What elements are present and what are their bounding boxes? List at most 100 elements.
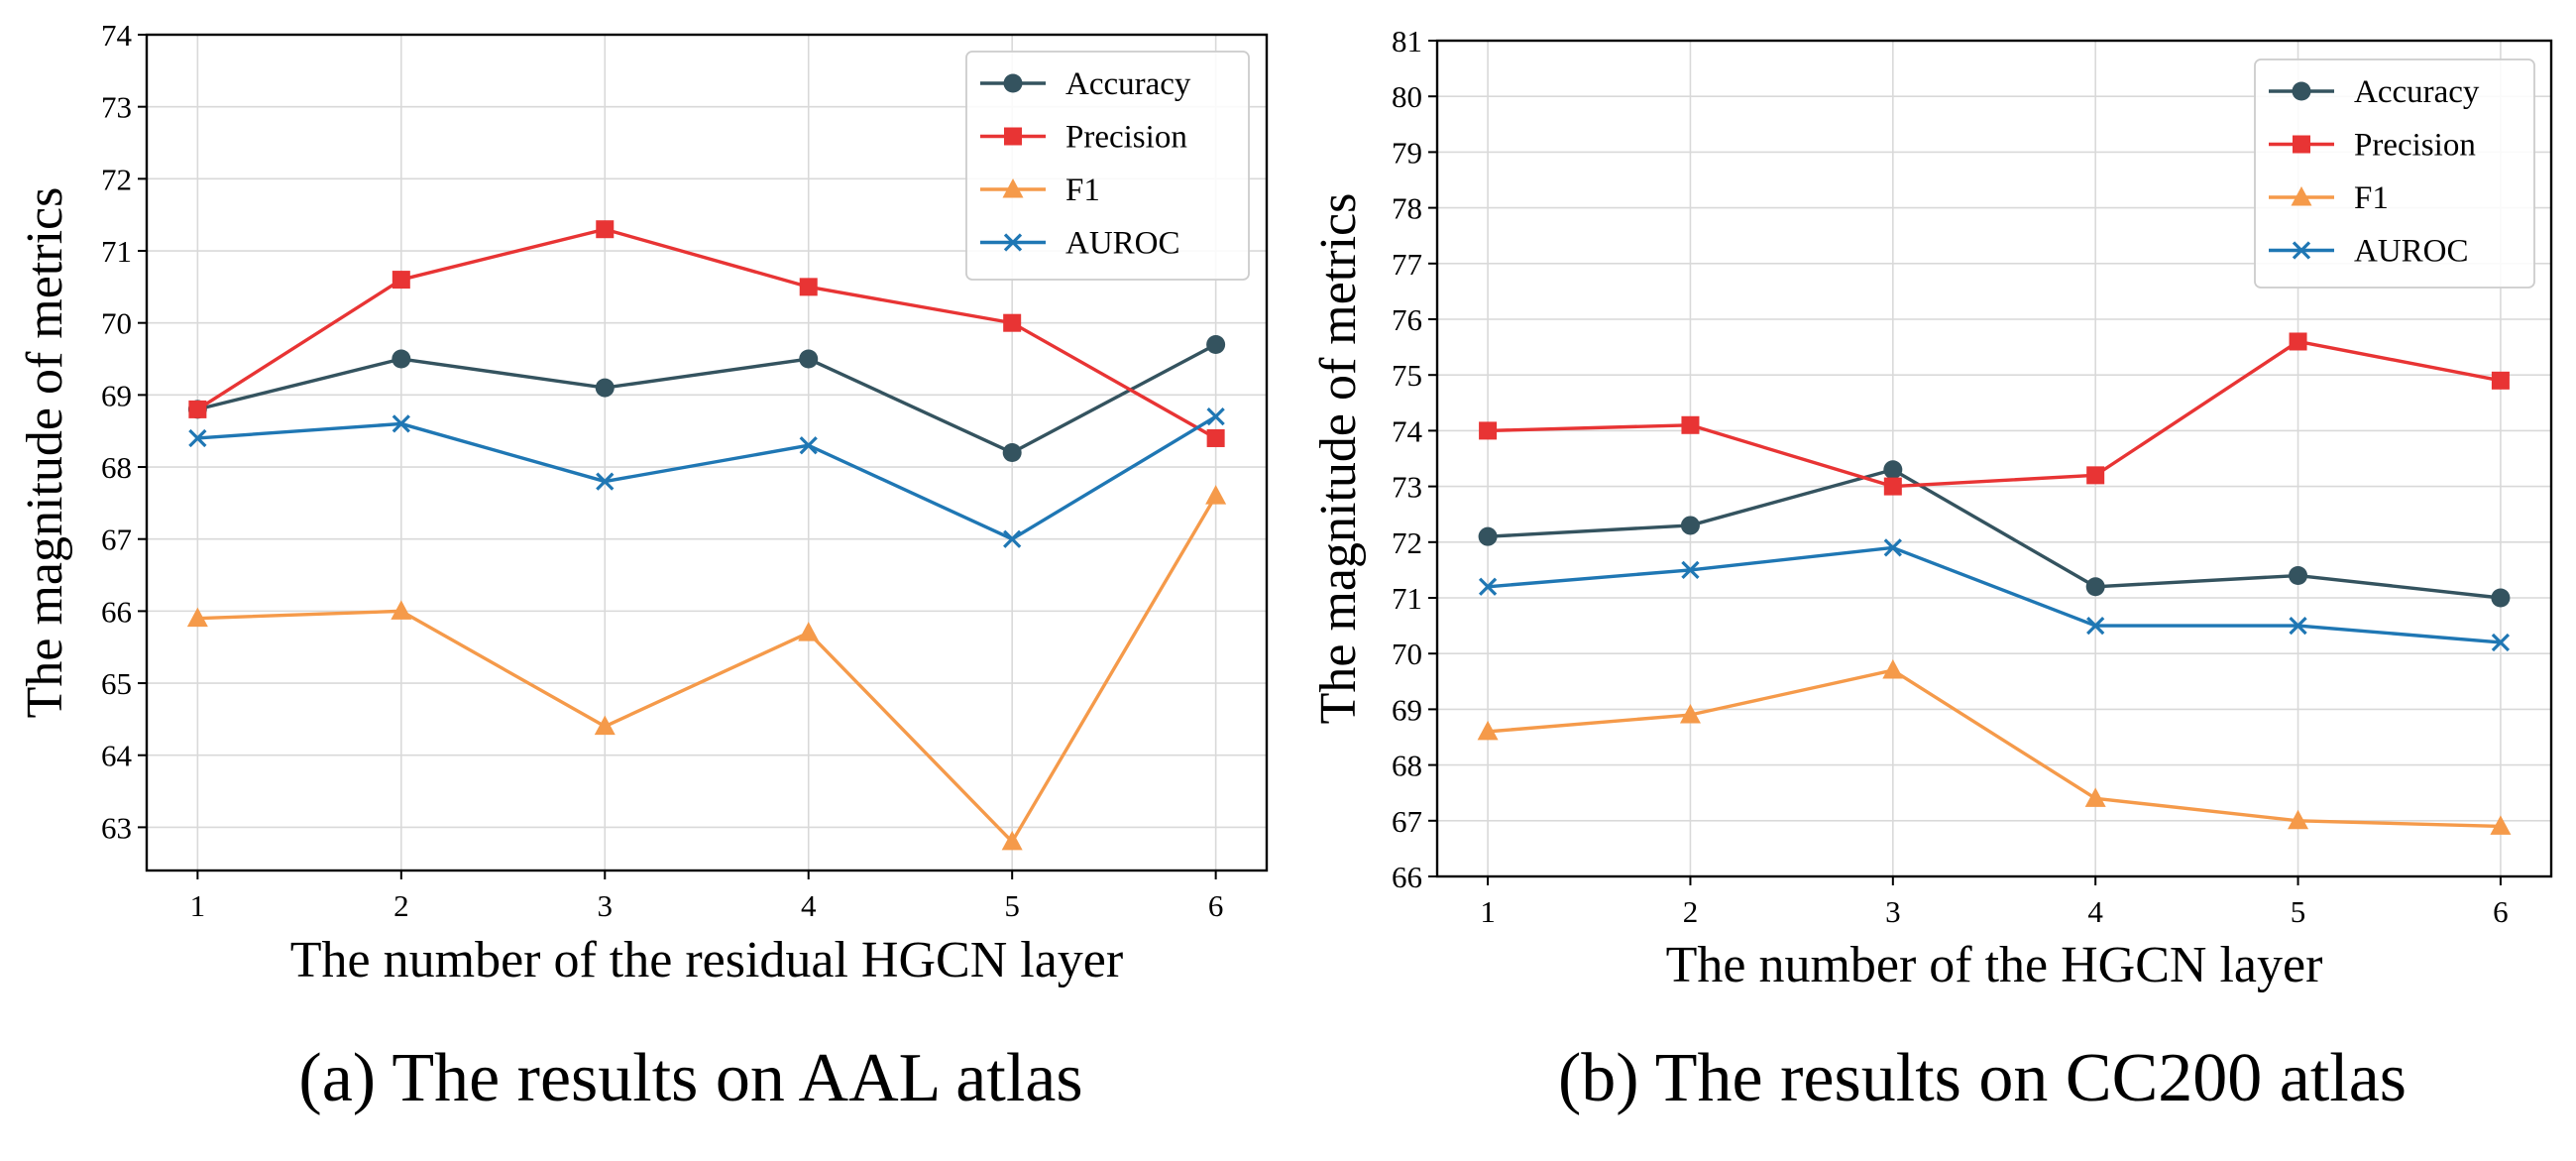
legend: Accuracy Precision F1 AUROC	[965, 51, 1250, 281]
y-tick-label: 64	[101, 739, 133, 773]
y-tick-label: 72	[101, 162, 132, 196]
x-tick-label: 4	[2087, 894, 2103, 929]
plot-frame	[145, 33, 1269, 872]
y-axis-label: The magnitude of metrics	[1310, 193, 1367, 725]
x-tick-label: 5	[2291, 894, 2306, 929]
legend-accuracy-marker	[2292, 81, 2311, 101]
auroc-point	[392, 414, 410, 433]
x-tick-label: 1	[190, 888, 206, 923]
accuracy-point	[2085, 577, 2105, 597]
accuracy-point	[595, 378, 615, 398]
f1-point	[798, 622, 820, 641]
y-tick-label: 70	[101, 306, 132, 341]
f1-point	[186, 607, 208, 628]
accuracy-point	[1206, 334, 1226, 354]
plot-frame	[1435, 39, 2553, 878]
legend-f1-label: F1	[1065, 173, 1100, 208]
accuracy-line	[196, 342, 1217, 455]
auroc-point	[596, 472, 615, 491]
y-tick-label: 71	[101, 234, 132, 269]
legend-box	[2254, 58, 2535, 289]
chart-cc200-atlas: 66 67 68 69 70 71 72 73 74 75 76 77 78 79 80 81 1 2 3 4 5 6 Th…	[1310, 24, 2553, 1116]
auroc-point	[1478, 577, 1498, 596]
auroc-point	[1681, 560, 1700, 580]
f1-point	[2288, 809, 2309, 830]
precision-point	[1883, 477, 1902, 496]
accuracy-point	[1478, 526, 1498, 546]
y-tick-label: 74	[1392, 413, 1423, 448]
legend-accuracy-marker	[1003, 73, 1023, 93]
y-tick-label: 69	[101, 378, 132, 412]
auroc-point	[188, 428, 207, 448]
y-tick-label: 63	[101, 810, 132, 845]
legend-auroc-marker	[2292, 241, 2311, 260]
y-tick-label: 73	[1392, 470, 1422, 505]
legend-f1-marker	[1002, 178, 1024, 198]
precision-point	[1003, 313, 1022, 332]
f1-point	[391, 600, 412, 620]
auroc-line	[1487, 545, 2502, 644]
auroc-point	[2086, 616, 2105, 636]
x-tick-label: 3	[598, 888, 614, 923]
precision-point	[1681, 415, 1700, 434]
auroc-point	[799, 436, 818, 455]
y-tick-label: 73	[101, 90, 132, 125]
y-tick-label: 68	[1392, 749, 1422, 783]
series-auroc	[1478, 538, 2511, 652]
precision-point	[392, 271, 410, 290]
series-f1	[1477, 659, 2512, 835]
f1-point	[1679, 704, 1701, 724]
precision-point	[799, 278, 818, 296]
precision-line	[1488, 339, 2502, 489]
x-tick-label: 3	[1885, 894, 1901, 929]
f1-point	[1205, 485, 1227, 505]
y-tick-label: 67	[1392, 804, 1422, 839]
accuracy-point	[799, 349, 819, 369]
y-tick-label: 71	[1392, 581, 1422, 616]
precision-point	[2086, 466, 2105, 485]
f1-point	[594, 715, 616, 736]
y-tick-label: 67	[101, 522, 132, 557]
precision-point	[188, 400, 207, 418]
y-tick-label: 66	[1392, 860, 1422, 894]
y-tick-label: 79	[1392, 135, 1422, 170]
accuracy-point	[1002, 443, 1022, 462]
accuracy-point	[2491, 588, 2511, 608]
legend-precision-marker	[2293, 135, 2310, 154]
y-tick-label: 68	[101, 450, 132, 485]
y-tick-label: 76	[1392, 302, 1422, 337]
x-axis-label: The number of the residual HGCN layer	[290, 932, 1123, 988]
f1-point	[1882, 659, 1904, 679]
y-tick-label: 74	[101, 18, 133, 53]
y-tick-label: 70	[1392, 637, 1422, 671]
f1-line	[197, 495, 1218, 844]
precision-line	[196, 227, 1217, 440]
legend-precision-label: Precision	[2354, 128, 2476, 164]
x-tick-label: 5	[1004, 888, 1020, 923]
legend-accuracy-label: Accuracy	[2354, 74, 2480, 110]
y-tick-label: 81	[1392, 24, 1422, 58]
y-tick-label: 80	[1392, 79, 1422, 114]
precision-point	[2491, 371, 2510, 390]
f1-point	[2084, 787, 2106, 807]
chart-aal-atlas: 63 64 65 66 67 68 69 70 71 72 73 74 1 2 3 4 5 6 The number…	[17, 18, 1269, 1116]
series-accuracy	[1478, 460, 2511, 608]
legend-precision-label: Precision	[1065, 120, 1187, 156]
y-tick-label: 78	[1392, 191, 1422, 226]
auroc-line	[197, 414, 1217, 541]
y-tick-label: 65	[101, 666, 132, 701]
legend-auroc-label: AUROC	[1065, 226, 1180, 262]
x-tick-label: 6	[2493, 894, 2509, 929]
auroc-point	[1003, 529, 1022, 548]
precision-point	[1479, 421, 1498, 440]
legend-f1-marker	[2291, 186, 2312, 206]
figure-caption: (b) The results on CC200 atlas	[1558, 1040, 2407, 1116]
x-axis-label: The number of the HGCN layer	[1666, 937, 2323, 993]
y-tick-label: 72	[1392, 525, 1422, 560]
legend-accuracy-label: Accuracy	[1065, 66, 1191, 102]
x-tick-label: 6	[1208, 888, 1224, 923]
series-f1	[186, 485, 1227, 851]
y-tick-label: 66	[101, 594, 132, 629]
y-tick-label: 69	[1392, 692, 1422, 727]
